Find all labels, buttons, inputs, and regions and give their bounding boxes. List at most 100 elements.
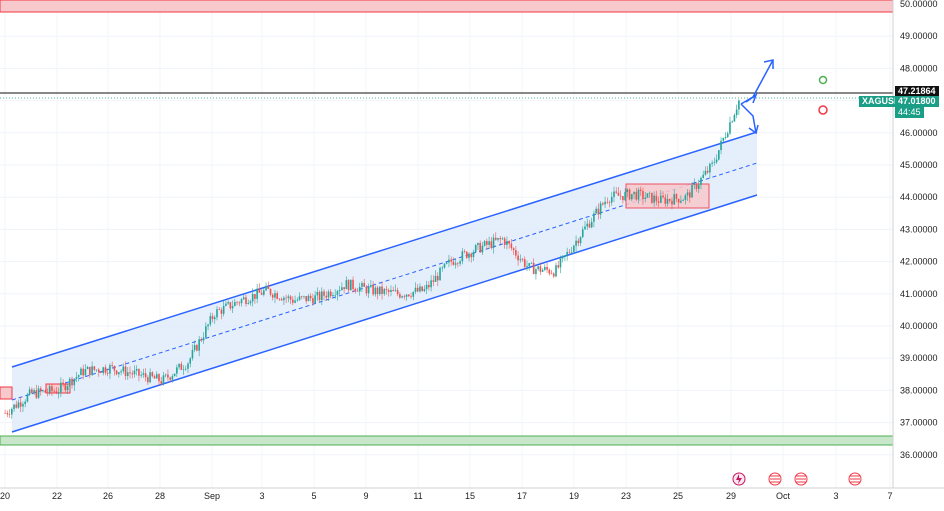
- candle-body: [176, 367, 178, 374]
- price-tick-label: 43.00000: [900, 224, 938, 234]
- candle-body: [666, 198, 669, 204]
- arrow-small: [745, 92, 758, 104]
- candle-body: [512, 248, 515, 251]
- candle-body: [544, 266, 546, 270]
- candle-body: [187, 363, 189, 369]
- candle-body: [610, 196, 613, 203]
- event-icons[interactable]: [732, 472, 862, 486]
- candle-body: [468, 253, 470, 258]
- candle-body: [381, 286, 383, 294]
- current-price-tag: 47.01800: [895, 96, 939, 107]
- time-tick-label: 15: [465, 491, 475, 501]
- candle-body: [274, 293, 276, 298]
- candles: [4, 99, 740, 419]
- candle-body: [726, 133, 729, 138]
- candle-body: [26, 394, 29, 402]
- price-tick-label: 36.00000: [900, 450, 938, 460]
- candle-body: [602, 203, 604, 205]
- candle-body: [465, 251, 468, 258]
- candle-body: [4, 412, 6, 414]
- candle-body: [178, 363, 180, 368]
- candle-body: [118, 372, 120, 375]
- candle-body: [441, 267, 444, 269]
- candle-body: [100, 372, 102, 374]
- candle-body: [60, 382, 62, 393]
- price-tick-label: 44.00000: [900, 192, 938, 202]
- candle-body: [434, 275, 437, 282]
- price-tick-label: 42.00000: [900, 257, 938, 267]
- candle-body: [738, 100, 740, 110]
- resistance-zone: [0, 0, 894, 13]
- candle-body: [403, 296, 406, 297]
- candle-body: [345, 280, 348, 290]
- price-tick-label: 46.00000: [900, 128, 938, 138]
- candle-body: [160, 381, 163, 384]
- time-tick-label: 5: [311, 491, 316, 501]
- candle-body: [240, 299, 243, 304]
- candle-body: [642, 191, 644, 199]
- candle-body: [490, 241, 493, 248]
- candle-body: [657, 201, 660, 203]
- candle-body: [242, 297, 245, 300]
- last-price-tag: 47.21864: [895, 86, 939, 97]
- candle-body: [180, 363, 183, 370]
- candle-body: [173, 373, 176, 377]
- candle-body: [86, 366, 89, 370]
- candle-body: [234, 301, 236, 307]
- candle-body: [510, 243, 513, 249]
- candle-body: [731, 121, 734, 123]
- candle-body: [501, 238, 504, 240]
- candle-body: [450, 259, 452, 262]
- candle-body: [289, 296, 292, 300]
- time-tick-label: 3: [259, 491, 264, 501]
- candle-body: [695, 183, 698, 189]
- candle-body: [285, 297, 287, 299]
- candle-body: [559, 258, 562, 268]
- candle-body: [530, 262, 533, 264]
- candle-body: [499, 238, 502, 240]
- time-tick-label: Sep: [204, 491, 220, 501]
- candle-body: [314, 295, 316, 304]
- candle-body: [129, 372, 131, 374]
- candle-body: [269, 288, 272, 295]
- candle-body: [55, 391, 58, 394]
- candle-body: [213, 317, 216, 320]
- candle-body: [387, 290, 390, 292]
- candle-body: [697, 184, 700, 189]
- target-marker-green: [818, 75, 828, 85]
- candle-body: [428, 284, 430, 288]
- candle-body: [361, 283, 363, 287]
- candle-body: [463, 251, 466, 252]
- candle-body: [566, 251, 568, 256]
- candle-body: [89, 366, 91, 376]
- candle-body: [521, 259, 524, 260]
- consolidation-box-left: [0, 386, 13, 400]
- candle-body: [396, 290, 399, 295]
- candle-body: [229, 302, 232, 309]
- candle-body: [167, 374, 169, 378]
- candle-body: [68, 378, 71, 387]
- price-tick-label: 50.00000: [900, 0, 938, 9]
- time-axis[interactable]: 20 22 26 28 Sep 3 5 9 11 15 17 19 23 25 29 Oct 3 7: [0, 491, 893, 501]
- candle-body: [430, 280, 432, 288]
- candle-body: [390, 290, 392, 292]
- candle-body: [91, 366, 93, 376]
- candle-body: [528, 263, 531, 266]
- price-axis[interactable]: 50.0000049.0000048.0000047.0000046.00000…: [900, 0, 938, 460]
- candle-body: [111, 365, 113, 366]
- candle-body: [604, 201, 606, 205]
- candle-body: [689, 192, 691, 198]
- candle-body: [209, 316, 212, 325]
- candle-body: [506, 241, 508, 245]
- candle-body: [75, 376, 78, 379]
- candle-body: [586, 223, 589, 227]
- candle-body: [677, 198, 680, 203]
- arrow-down-head: [748, 124, 759, 135]
- support-zone: [0, 435, 894, 446]
- candle-body: [120, 371, 122, 373]
- candle-body: [488, 241, 490, 245]
- candle-body: [376, 287, 379, 295]
- candle-body: [682, 199, 684, 201]
- candle-body: [10, 409, 13, 415]
